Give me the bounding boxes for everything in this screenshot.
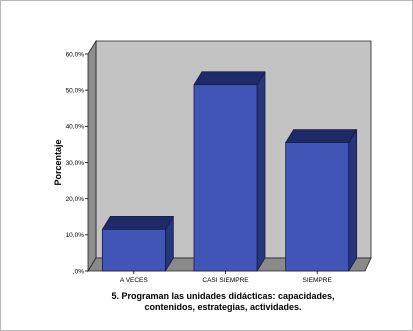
bar — [285, 129, 358, 272]
y-axis-ticks: ,0% 10,0% 20,0% 30,0% 40,0% 50,0% 60,0% — [66, 51, 88, 275]
y-tick-label: 10,0% — [66, 232, 85, 239]
y-tick-label: 30,0% — [66, 160, 85, 167]
x-axis-label-line-2: contenidos, estrategias, actividades. — [144, 302, 301, 312]
y-tick-label: 20,0% — [66, 196, 85, 203]
x-axis-label-line-1: 5. Programan las unidades didácticas: ca… — [111, 291, 334, 301]
bars-group — [101, 71, 358, 272]
bar — [193, 71, 266, 272]
y-tick-label: 50,0% — [66, 87, 85, 94]
y-tick-label: ,0% — [73, 268, 84, 275]
y-axis-label: Porcentaje — [53, 139, 63, 185]
chart-side-wall — [87, 39, 97, 273]
x-category-label: SIEMPRE — [303, 277, 333, 284]
x-category-label: CASI SIEMPRE — [202, 277, 249, 284]
x-category-label: A VECES — [120, 277, 148, 284]
y-tick-label: 40,0% — [66, 124, 85, 131]
x-axis-category-labels: A VECES CASI SIEMPRE SIEMPRE — [120, 271, 333, 284]
y-tick-label: 60,0% — [66, 51, 85, 58]
bar — [101, 216, 174, 272]
